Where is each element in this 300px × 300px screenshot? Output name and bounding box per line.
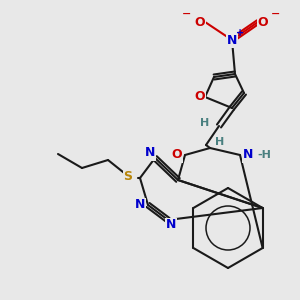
Text: N: N xyxy=(166,218,176,232)
Text: N: N xyxy=(243,148,253,161)
Text: +: + xyxy=(236,28,244,38)
Text: -H: -H xyxy=(257,150,271,160)
Text: H: H xyxy=(200,118,210,128)
Text: O: O xyxy=(195,16,205,28)
Text: O: O xyxy=(195,91,205,103)
Text: −: − xyxy=(271,9,281,19)
Text: N: N xyxy=(135,199,145,212)
Text: −: − xyxy=(182,9,192,19)
Text: O: O xyxy=(258,16,268,28)
Text: O: O xyxy=(172,148,182,161)
Text: N: N xyxy=(227,34,237,46)
Text: N: N xyxy=(145,146,155,160)
Text: H: H xyxy=(215,137,225,147)
Text: S: S xyxy=(124,169,133,182)
